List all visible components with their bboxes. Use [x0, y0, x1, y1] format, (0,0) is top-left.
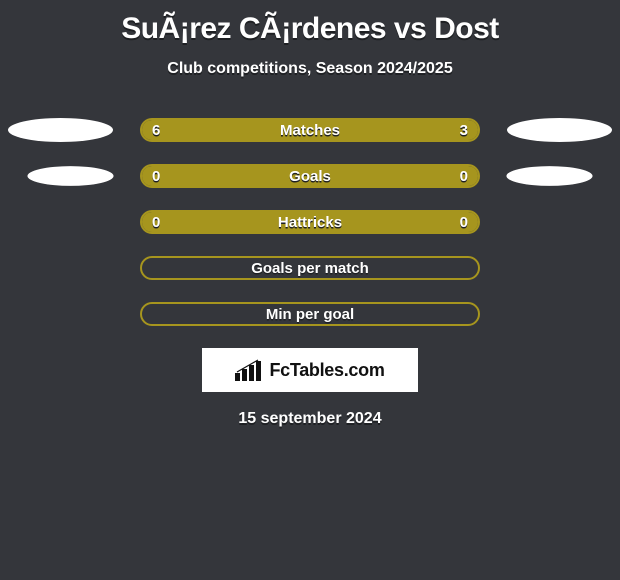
stat-bar-left-fill — [142, 120, 366, 140]
player-left-marker — [8, 118, 113, 142]
stat-row: Min per goal — [0, 302, 620, 326]
page-subtitle: Club competitions, Season 2024/2025 — [0, 60, 620, 78]
player-right-marker — [507, 118, 612, 142]
stat-bar — [140, 164, 480, 188]
stat-bar — [140, 256, 480, 280]
stat-row: Hattricks00 — [0, 210, 620, 234]
stat-row: Goals per match — [0, 256, 620, 280]
stat-bar-right-fill — [366, 120, 478, 140]
stat-row: Goals00 — [0, 164, 620, 188]
page-title: SuÃ¡rez CÃ¡rdenes vs Dost — [0, 12, 620, 46]
stat-bar — [140, 302, 480, 326]
stat-bar — [140, 118, 480, 142]
footer-date: 15 september 2024 — [0, 410, 620, 428]
footer-logo: FcTables.com — [202, 348, 418, 392]
stat-bar-left-fill — [142, 166, 478, 186]
footer-logo-text: FcTables.com — [269, 360, 384, 381]
bar-chart-icon — [235, 359, 263, 381]
player-left-marker — [27, 166, 113, 186]
stat-bar-left-fill — [142, 212, 478, 232]
player-right-marker — [506, 166, 592, 186]
comparison-card: SuÃ¡rez CÃ¡rdenes vs Dost Club competiti… — [0, 0, 620, 580]
stat-rows: Matches63 Goals00 Hattricks00 Goals per mat… — [0, 118, 620, 326]
stat-bar — [140, 210, 480, 234]
stat-row: Matches63 — [0, 118, 620, 142]
